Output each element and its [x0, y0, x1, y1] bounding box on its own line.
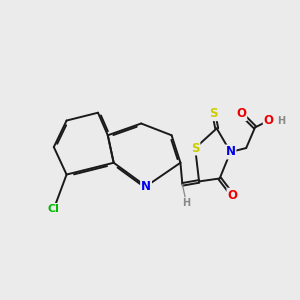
- Text: Cl: Cl: [48, 204, 60, 214]
- Text: H: H: [182, 198, 190, 208]
- Text: O: O: [264, 114, 274, 127]
- Text: S: S: [191, 142, 200, 154]
- Text: N: N: [226, 146, 236, 158]
- Text: S: S: [209, 107, 218, 120]
- Text: H: H: [277, 116, 285, 126]
- Text: N: N: [141, 180, 151, 193]
- Text: O: O: [236, 107, 246, 120]
- Text: O: O: [227, 189, 237, 202]
